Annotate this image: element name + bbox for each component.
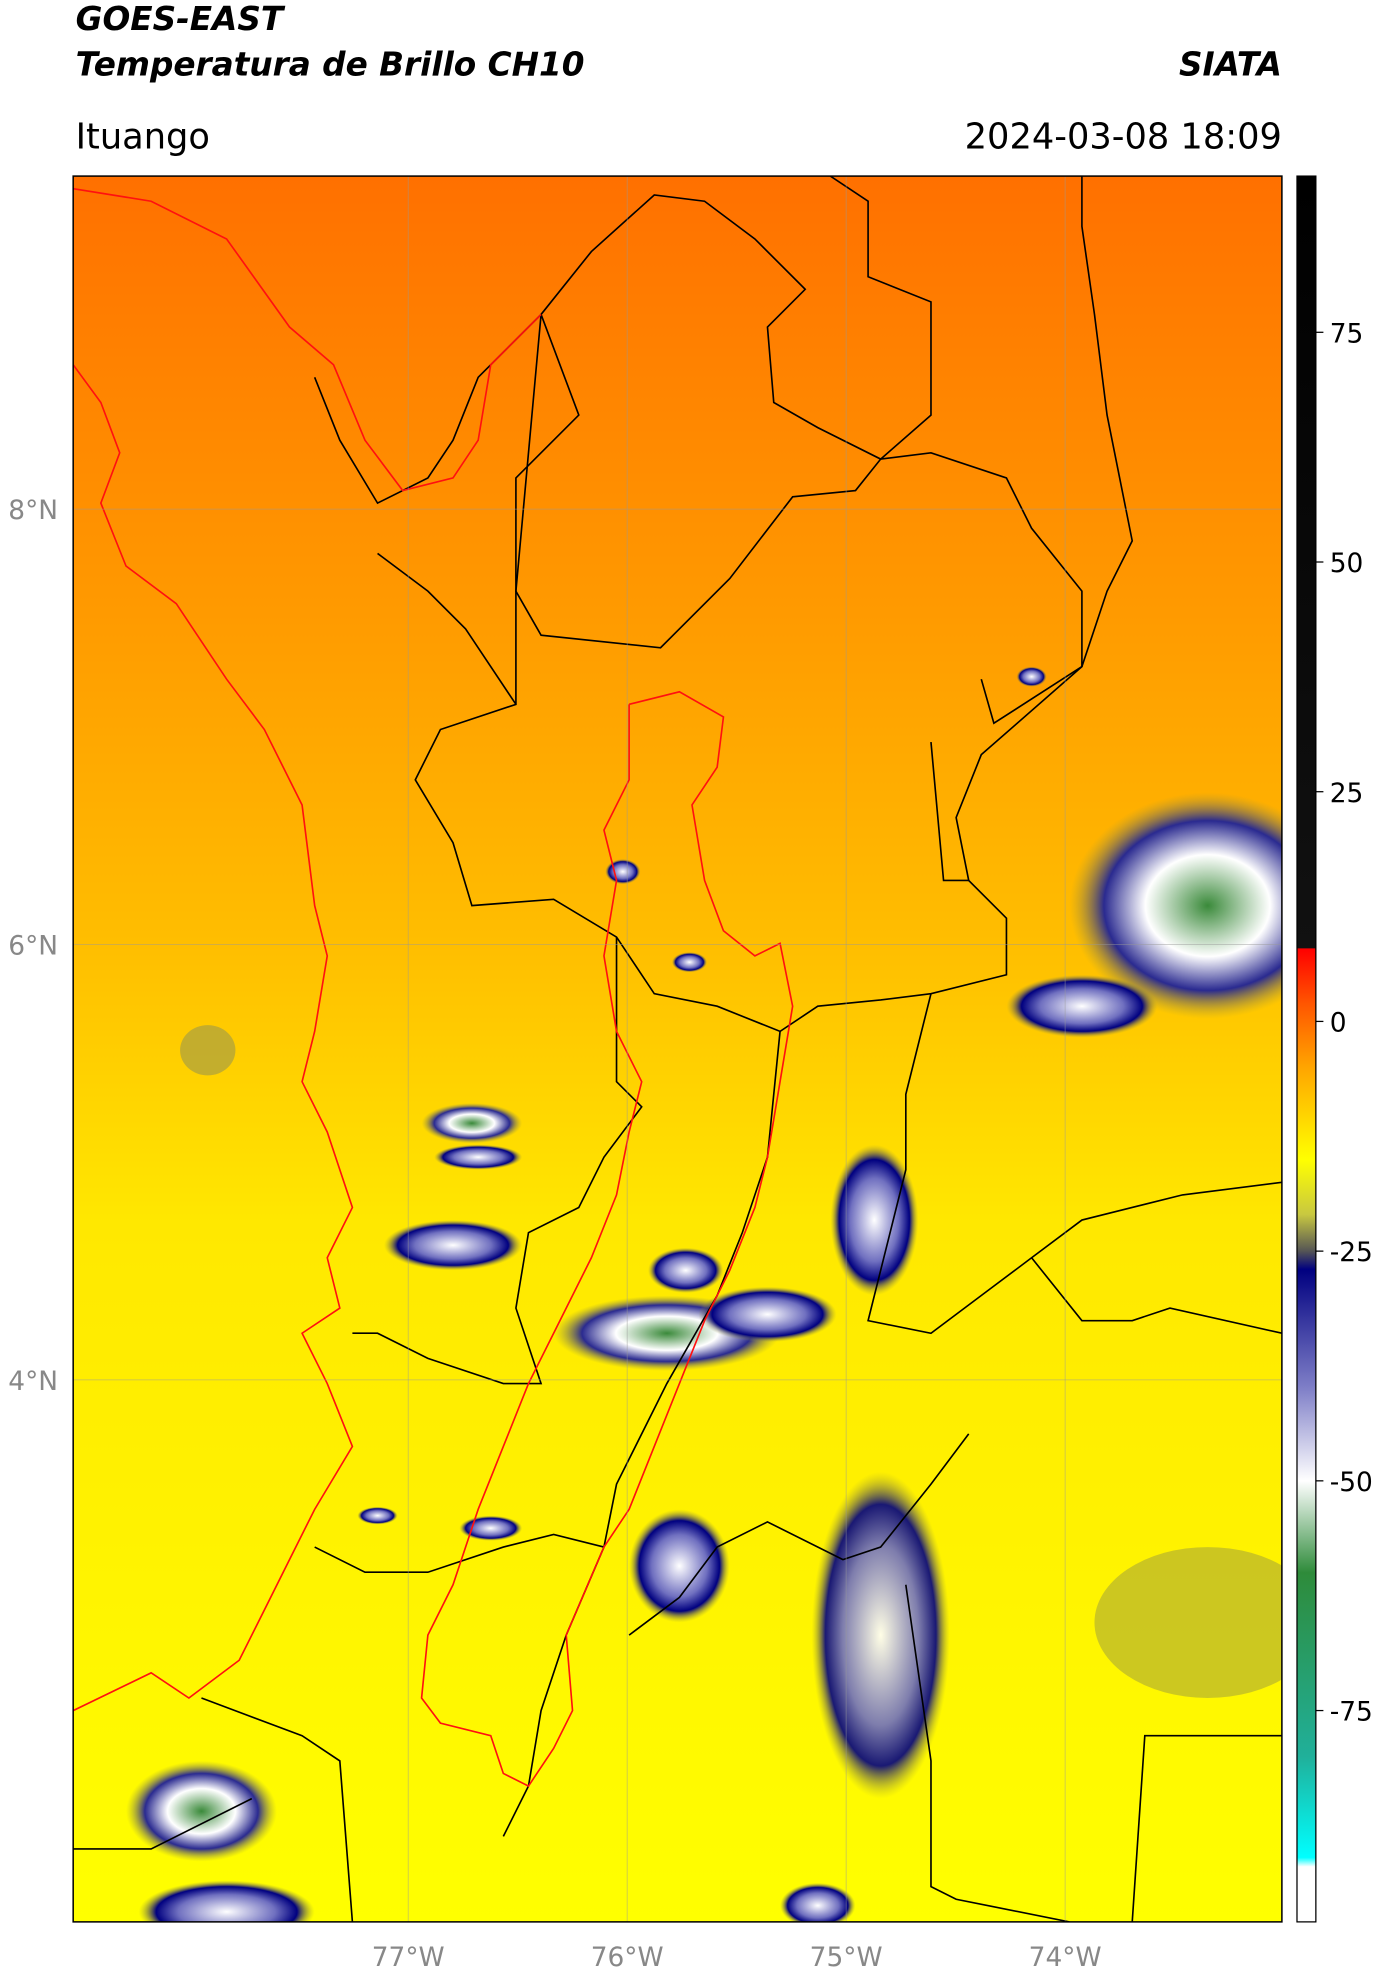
agency: SIATA <box>1179 45 1282 83</box>
lat-tick-label: 8°N <box>8 495 58 526</box>
map-frame <box>72 175 1283 1923</box>
colorbar-tick-label: 25 <box>1330 778 1364 809</box>
colorbar-tick-label: 0 <box>1330 1007 1347 1038</box>
lon-tick-label: 76°W <box>591 1942 664 1973</box>
colorbar <box>1296 175 1317 1923</box>
location: Ituango <box>76 116 210 157</box>
admin-boundaries <box>73 176 1282 1922</box>
lon-tick-label: 75°W <box>810 1942 883 1973</box>
lon-tick-label: 77°W <box>372 1942 445 1973</box>
coastline-basin <box>73 187 794 1788</box>
title: GOES-EAST <box>76 0 286 38</box>
lat-tick-label: 6°N <box>8 931 58 962</box>
lat-tick-label: 4°N <box>8 1366 58 1397</box>
map <box>73 176 1282 1922</box>
colorbar-tick-label: -25 <box>1330 1237 1373 1268</box>
colorbar-tick-label: 50 <box>1330 548 1364 579</box>
colorbar-tick-label: -75 <box>1330 1697 1373 1728</box>
colorbar-tick-label: -50 <box>1330 1467 1373 1498</box>
subtitle: Temperatura de Brillo CH10 <box>76 45 585 83</box>
lon-tick-label: 74°W <box>1029 1942 1102 1973</box>
graticule <box>73 176 1282 1922</box>
colorbar-tick-label: 75 <box>1330 318 1364 349</box>
brightness-field <box>73 176 1282 1922</box>
datetime: 2024-03-08 18:09 <box>965 116 1282 157</box>
